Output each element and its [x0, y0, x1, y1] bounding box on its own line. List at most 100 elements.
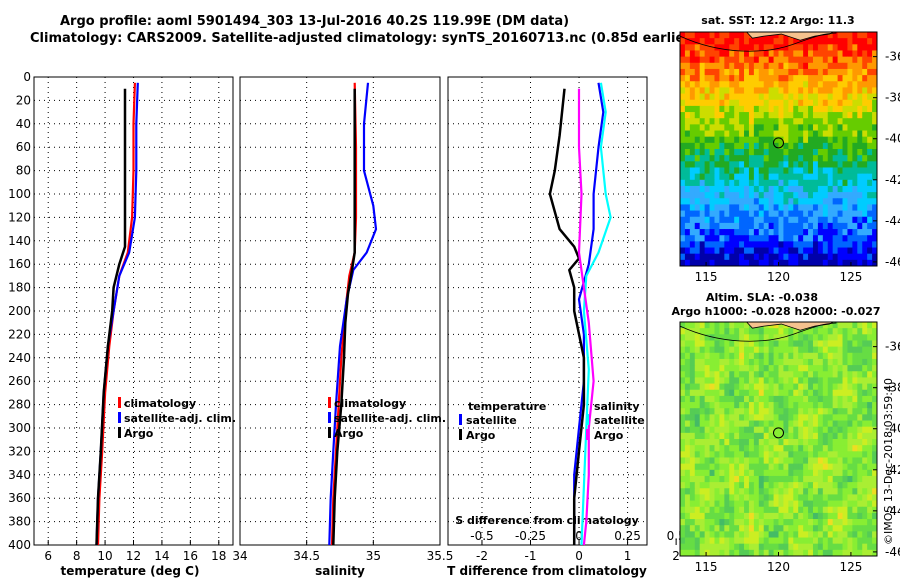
map-cell	[744, 99, 750, 107]
map-cell	[832, 494, 838, 501]
map-cell	[862, 259, 868, 267]
map-cell	[704, 210, 710, 218]
map-cell	[729, 173, 735, 181]
map-cell	[778, 229, 784, 236]
map-cell	[783, 457, 789, 465]
map-cell	[748, 155, 755, 162]
map-cell	[808, 395, 814, 403]
map-cell	[852, 87, 858, 94]
map-cell	[803, 365, 809, 372]
map-cell	[763, 506, 770, 514]
x-tick-label: 18	[211, 549, 226, 563]
map-cell	[699, 506, 706, 514]
map-cell	[744, 395, 750, 403]
map-cell	[842, 136, 848, 144]
map-cell	[763, 328, 770, 335]
map-cell	[719, 75, 725, 82]
map-cell	[783, 432, 789, 440]
map-cell	[714, 469, 720, 477]
map-cell	[803, 543, 809, 551]
map-cell	[808, 149, 814, 156]
map-cell	[803, 377, 809, 384]
map-cell	[768, 377, 774, 384]
map-cell	[812, 192, 819, 199]
map-cell	[729, 500, 735, 508]
map-cell	[788, 525, 794, 532]
map-cell	[748, 519, 755, 526]
map-cell	[827, 346, 834, 354]
map-cell	[842, 204, 848, 211]
map-y-tick-label: -44	[885, 214, 900, 228]
map-cell	[684, 81, 691, 88]
map-cell	[773, 395, 779, 403]
map-cell	[758, 210, 765, 218]
map-cell	[862, 488, 868, 495]
map-cell	[867, 136, 873, 144]
map-cell	[719, 112, 725, 119]
map-cell	[689, 118, 696, 125]
map-cell	[867, 488, 873, 495]
map-cell	[744, 241, 750, 248]
map-cell	[724, 161, 730, 168]
map-cell	[734, 81, 740, 88]
map-cell	[872, 494, 878, 501]
x-tick-label: 0	[575, 549, 583, 563]
map-cell	[788, 439, 794, 446]
map-cell	[798, 549, 804, 557]
map-cell	[744, 62, 750, 70]
map-cell	[783, 118, 789, 125]
map-cell	[817, 439, 824, 446]
map-cell	[689, 198, 696, 205]
map-cell	[808, 371, 814, 378]
map-cell	[862, 340, 868, 348]
map-cell	[788, 62, 794, 70]
map-cell	[832, 167, 838, 175]
map-cell	[857, 229, 863, 236]
map-cell	[680, 247, 686, 255]
map-cell	[817, 451, 824, 458]
map-y-tick-label: -42	[885, 463, 900, 477]
map-cell	[793, 198, 799, 205]
map-cell	[729, 352, 735, 360]
map-cell	[684, 68, 691, 76]
map-cell	[753, 512, 760, 520]
map-cell	[773, 155, 779, 162]
map-cell	[832, 38, 838, 45]
map-cell	[680, 198, 686, 205]
map-cell	[684, 185, 691, 193]
map-cell	[739, 402, 745, 409]
map-cell	[729, 426, 735, 434]
map-cell	[857, 463, 863, 471]
map-cell	[847, 365, 853, 372]
map-cell	[837, 222, 843, 230]
map-cell	[714, 167, 720, 175]
map-cell	[812, 173, 819, 181]
map-cell	[847, 81, 853, 88]
map-cell	[734, 358, 740, 366]
map-cell	[827, 377, 834, 384]
map-cell	[704, 198, 710, 205]
map-cell	[763, 198, 770, 205]
map-cell	[812, 259, 819, 267]
map-cell	[719, 469, 725, 477]
map-cell	[872, 340, 878, 348]
map-cell	[739, 44, 745, 51]
map-cell	[694, 93, 701, 101]
map-cell	[704, 457, 710, 465]
map-cell	[783, 488, 789, 495]
map-cell	[788, 93, 794, 101]
map-cell	[714, 420, 720, 428]
map-cell	[852, 173, 858, 181]
map-cell	[788, 494, 794, 501]
map-cell	[758, 118, 765, 125]
map-cell	[763, 142, 770, 150]
map-cell	[768, 408, 774, 415]
map-cell	[734, 142, 740, 150]
map-cell	[817, 494, 824, 501]
map-cell	[827, 210, 834, 218]
map-cell	[734, 216, 740, 224]
map-cell	[847, 99, 853, 107]
map-cell	[729, 445, 735, 452]
map-cell	[714, 365, 720, 372]
map-cell	[803, 38, 809, 45]
